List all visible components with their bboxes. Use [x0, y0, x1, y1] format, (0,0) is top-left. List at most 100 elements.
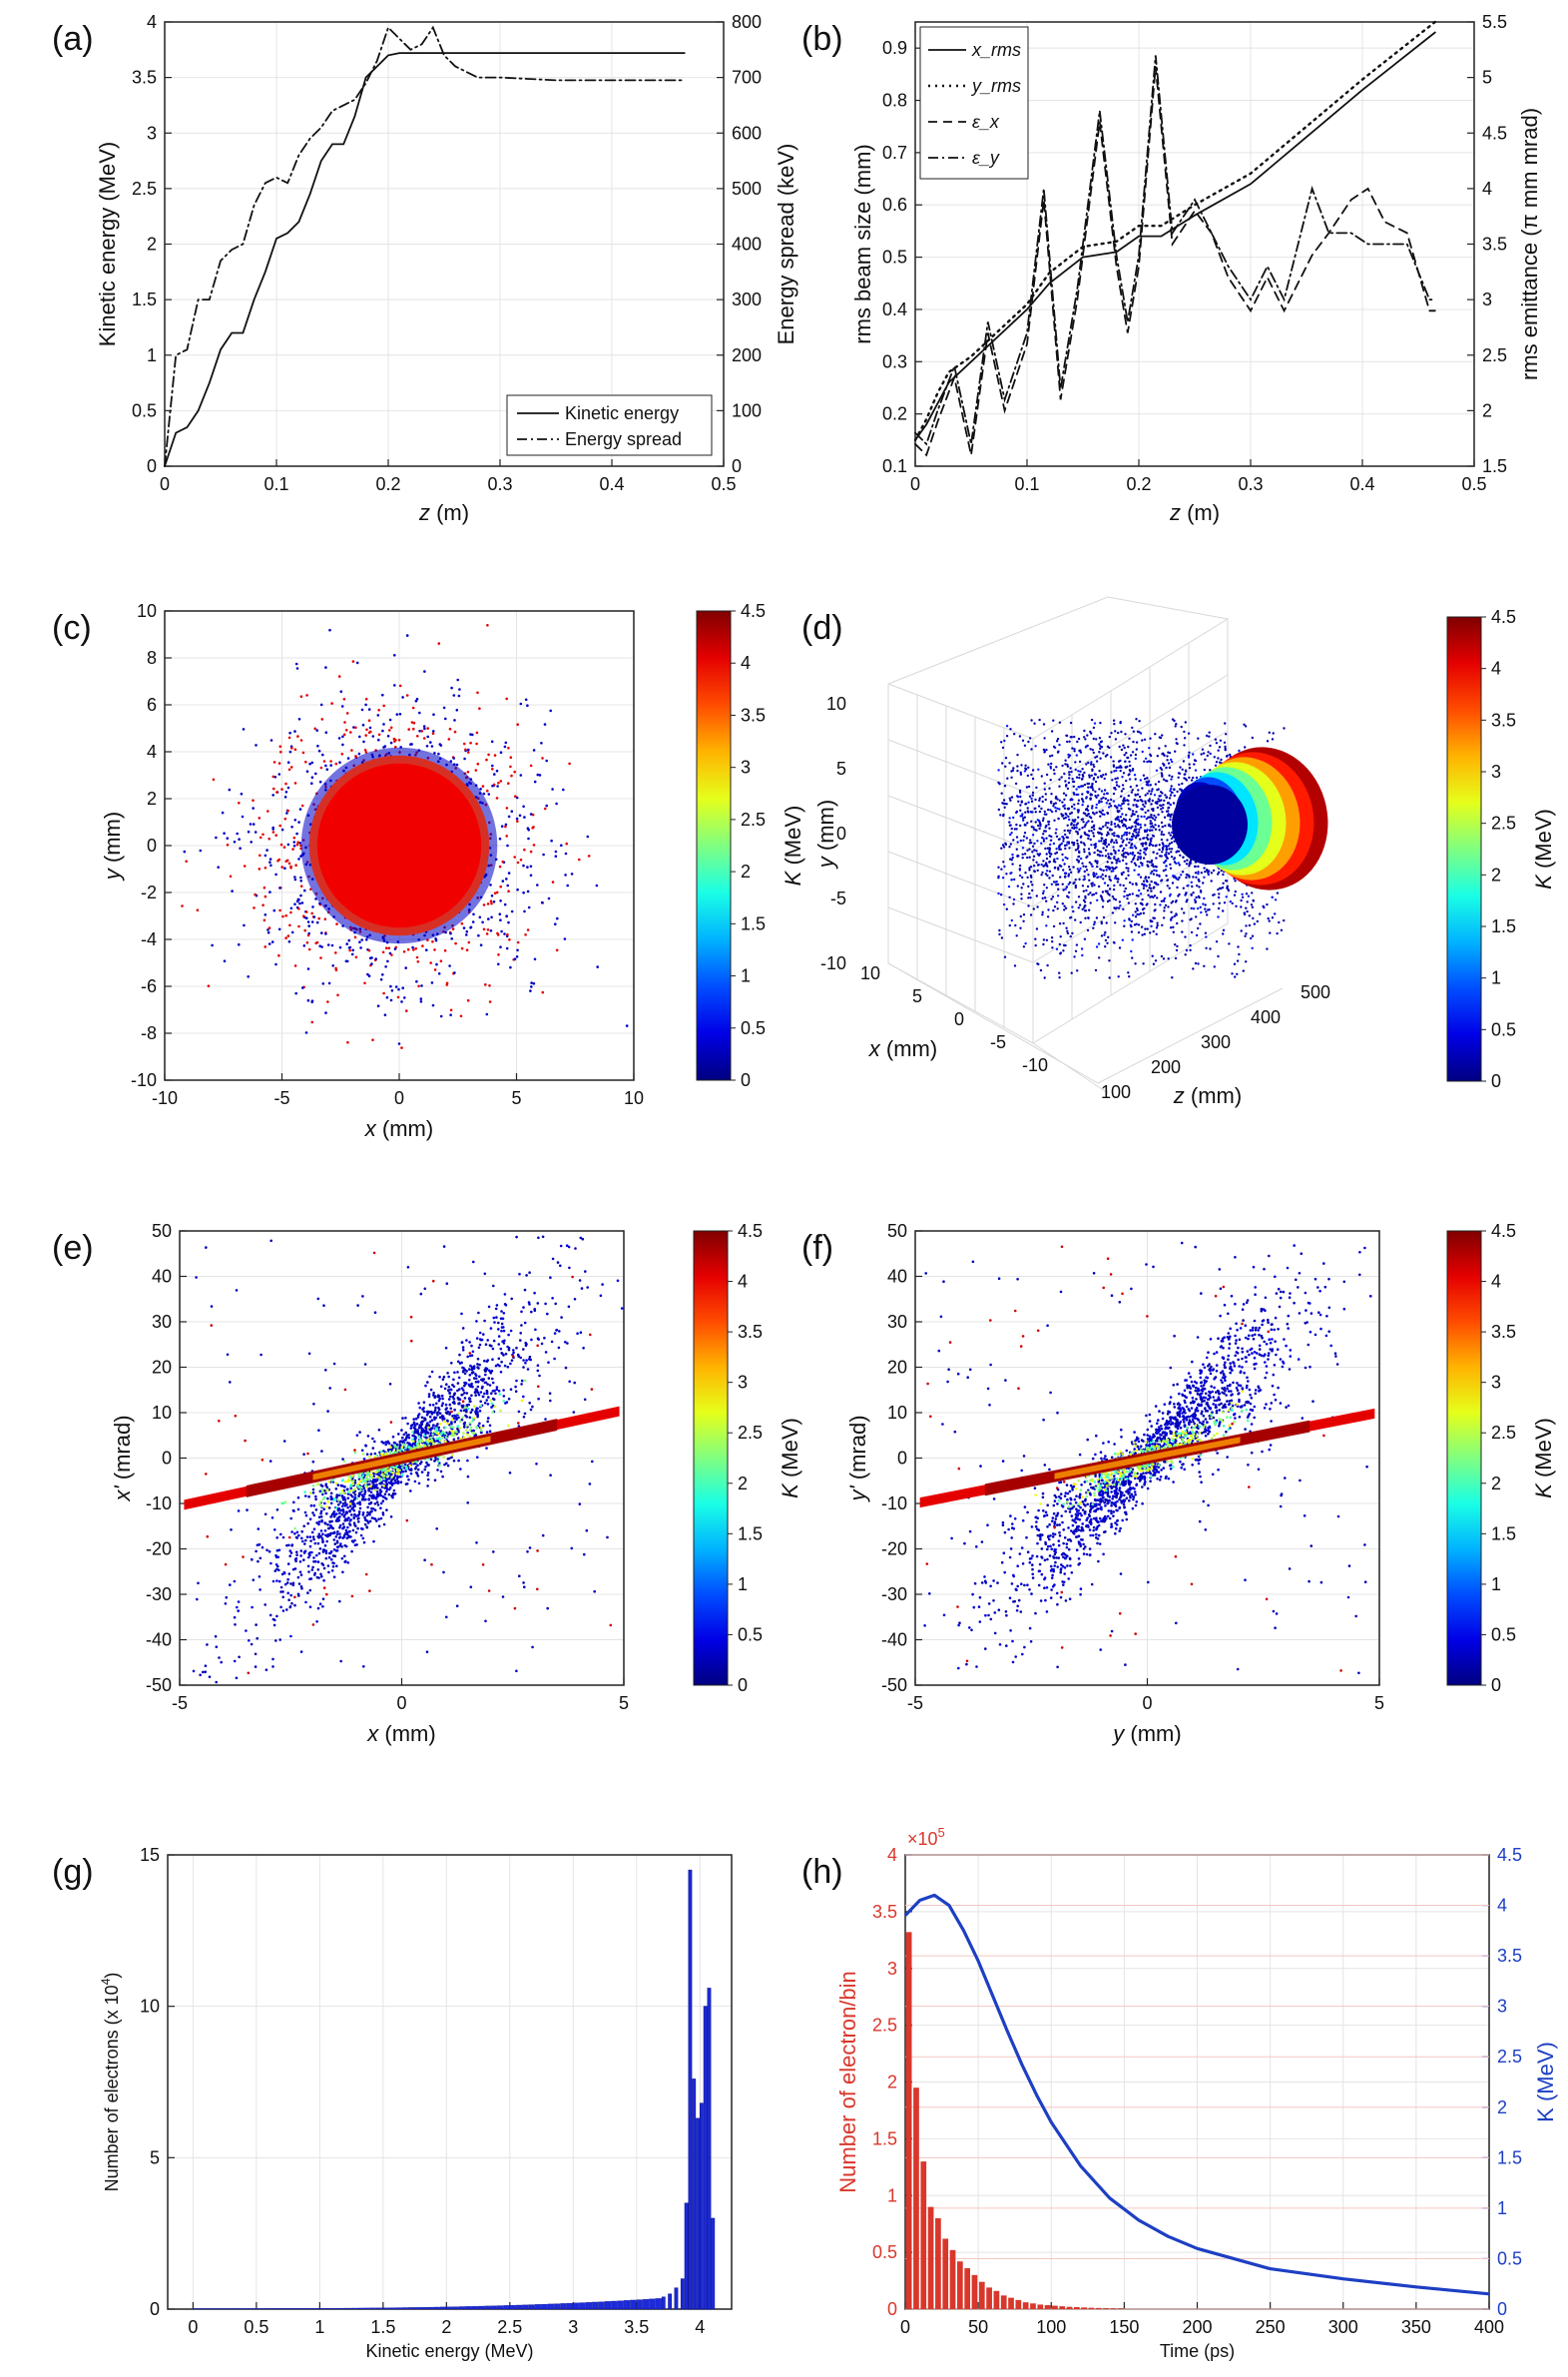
scatter-point — [292, 1509, 295, 1512]
scatter-point — [351, 1494, 354, 1498]
scatter-point — [295, 1550, 298, 1553]
scatter-point — [1188, 874, 1191, 878]
scatter-point — [1158, 844, 1161, 847]
scatter-point — [400, 1000, 403, 1003]
scatter-point — [523, 1321, 527, 1325]
scatter-point — [1095, 803, 1099, 807]
scatter-point — [1073, 820, 1076, 824]
scatter-point — [1203, 964, 1206, 967]
scatter-point — [1079, 920, 1082, 924]
scatter-point — [269, 739, 273, 742]
scatter-point — [486, 1383, 489, 1386]
scatter-point — [265, 849, 268, 852]
scatter-point — [1121, 835, 1124, 838]
scatter-point — [336, 1508, 340, 1512]
scatter-point — [1139, 876, 1143, 879]
scatter-point — [308, 1535, 312, 1538]
scatter-point — [1057, 750, 1060, 753]
scatter-point — [1029, 866, 1033, 869]
scatter-point — [327, 1506, 331, 1509]
y2-tick-label: 1.5 — [1482, 456, 1507, 476]
scatter-point — [1100, 851, 1103, 854]
scatter-point — [317, 1429, 320, 1432]
scatter-point — [451, 927, 455, 930]
scatter-point — [492, 783, 496, 787]
scatter-point — [417, 984, 420, 988]
scatter-point — [1048, 861, 1052, 864]
x-axis-var: z — [418, 500, 430, 525]
scatter-point — [1145, 783, 1149, 786]
scatter-point — [1045, 887, 1049, 890]
scatter-point — [429, 741, 432, 744]
scatter-point — [329, 1501, 333, 1505]
scatter-point — [468, 1379, 471, 1382]
scatter-point — [1092, 875, 1096, 879]
scatter-point — [1079, 770, 1082, 773]
scatter-point — [519, 774, 523, 777]
scatter-point — [1131, 751, 1135, 754]
scatter-point — [1113, 841, 1116, 845]
scatter-point — [404, 1439, 407, 1442]
scatter-point — [1170, 791, 1174, 794]
scatter-point — [369, 1510, 372, 1513]
scatter-point — [1063, 863, 1066, 866]
scatter-point — [1180, 725, 1183, 729]
scatter-point — [1128, 826, 1131, 830]
scatter-point — [497, 1328, 500, 1331]
scatter-point — [1092, 824, 1096, 827]
scatter-point — [1268, 731, 1272, 734]
scatter-point — [1223, 741, 1227, 744]
scatter-point — [345, 1531, 349, 1535]
scatter-point — [440, 1404, 444, 1408]
scatter-point — [1058, 976, 1061, 979]
scatter-point — [1013, 733, 1016, 736]
scatter-point — [1036, 840, 1039, 843]
scatter-point — [1276, 931, 1279, 935]
scatter-point — [303, 928, 307, 932]
scatter-point — [302, 1550, 306, 1553]
scatter-point — [1005, 725, 1009, 728]
scatter-point — [502, 1395, 506, 1398]
scatter-point — [1220, 887, 1223, 891]
scatter-point — [258, 817, 261, 820]
scatter-point — [472, 912, 475, 916]
scatter-point — [1204, 907, 1207, 910]
scatter-point — [1135, 748, 1139, 751]
scatter-point — [1217, 895, 1221, 899]
scatter-point — [1172, 925, 1175, 928]
scatter-point — [399, 1481, 403, 1484]
scatter-point — [318, 944, 322, 947]
scatter-point — [298, 842, 302, 845]
scatter-point — [1100, 934, 1104, 937]
scatter-point — [1083, 812, 1087, 816]
scatter-point — [1231, 972, 1234, 975]
scatter-point — [997, 891, 1000, 895]
scatter-point — [487, 1396, 490, 1399]
scatter-point — [447, 1385, 451, 1389]
scatter-point — [250, 841, 253, 844]
grid-h2 — [1032, 674, 1229, 796]
scatter-point — [493, 754, 497, 757]
scatter-point — [1114, 825, 1117, 829]
scatter-point — [1161, 826, 1165, 829]
y-tick-label: 40 — [152, 1267, 172, 1287]
scatter-point — [547, 896, 551, 900]
scatter-point — [389, 726, 393, 730]
scatter-point — [317, 1515, 321, 1518]
scatter-point — [456, 678, 460, 682]
scatter-point — [422, 737, 426, 740]
scatter-point — [1162, 803, 1165, 807]
scatter-point — [1145, 885, 1148, 888]
scatter-point — [1013, 878, 1016, 882]
y-tick-label: -30 — [146, 1584, 172, 1604]
scatter-point — [507, 782, 510, 785]
scatter-point — [1038, 718, 1041, 722]
scatter-point — [533, 957, 537, 961]
scatter-point — [498, 865, 502, 869]
scatter-point — [486, 789, 489, 793]
scatter-point — [1272, 732, 1275, 735]
scatter-point — [1019, 771, 1022, 774]
scatter-point — [1061, 859, 1065, 862]
scatter-point — [299, 1573, 303, 1576]
scatter-point — [1089, 763, 1093, 766]
